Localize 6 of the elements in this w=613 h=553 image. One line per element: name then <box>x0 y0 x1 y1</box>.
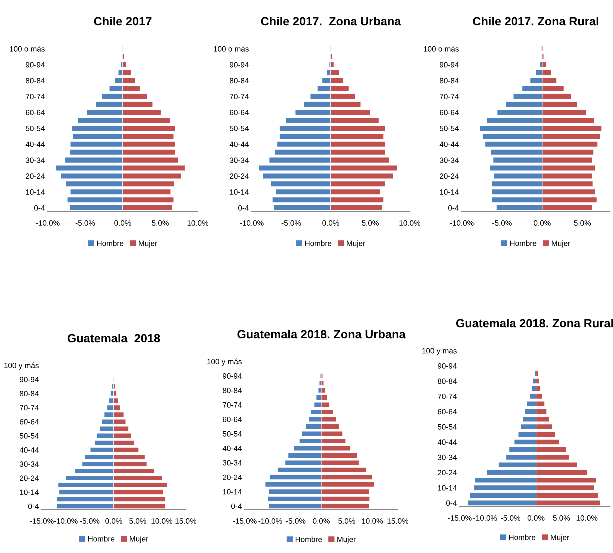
chart-title: Guatemala 2018. Zona Rural <box>456 319 613 328</box>
chart-title: Chile 2017. Zona Rural <box>473 17 598 26</box>
chart-title: Guatemala 2018. Zona Urbana <box>238 330 406 339</box>
chart-title: Chile 2017 <box>94 17 152 26</box>
chart-title: Chile 2017. Zona Urbana <box>261 17 402 26</box>
chart-title: Guatemala 2018 <box>68 334 160 343</box>
